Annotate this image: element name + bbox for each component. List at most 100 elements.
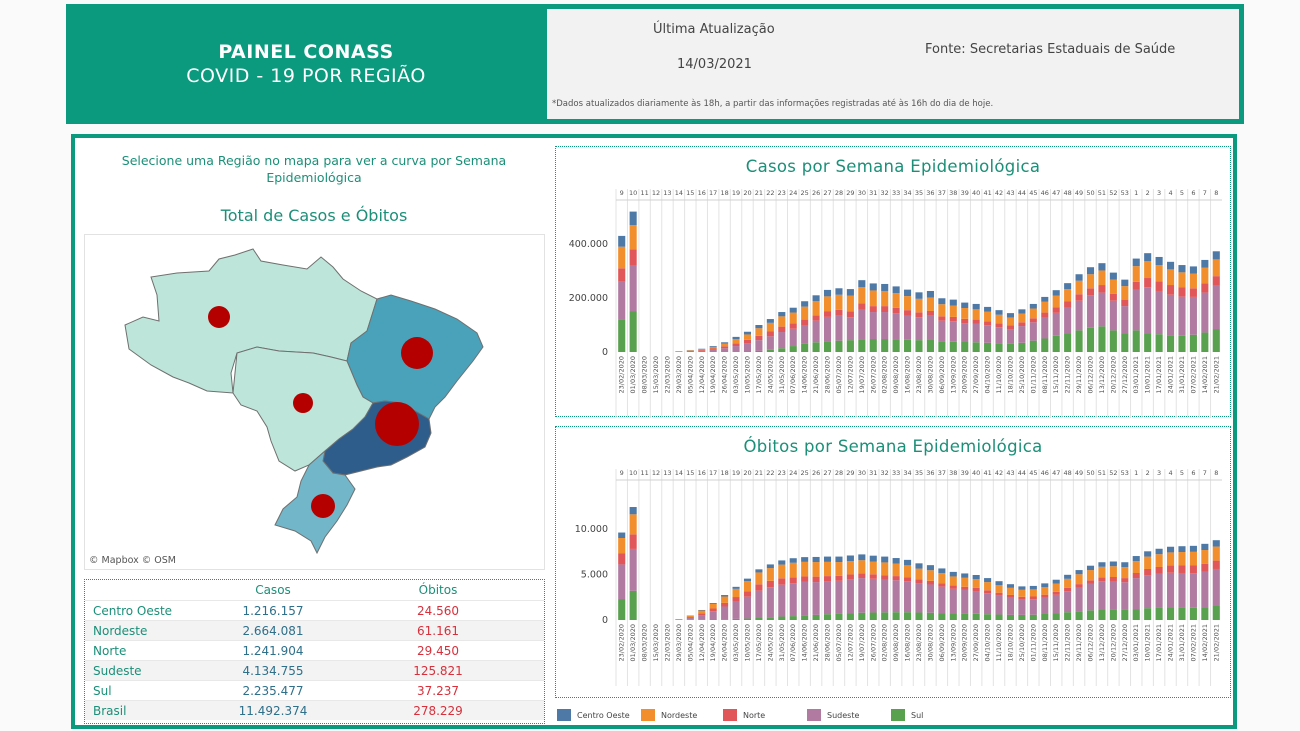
- bar-segment[interactable]: [1178, 552, 1186, 566]
- bar-segment[interactable]: [984, 321, 992, 326]
- bar-segment[interactable]: [938, 586, 946, 614]
- bar-segment[interactable]: [1189, 296, 1197, 335]
- bar-segment[interactable]: [1086, 610, 1095, 620]
- bar-segment[interactable]: [618, 281, 626, 320]
- bar-segment[interactable]: [778, 564, 786, 579]
- bar-segment[interactable]: [618, 538, 626, 554]
- bar-segment[interactable]: [846, 317, 854, 341]
- bar-segment[interactable]: [743, 339, 752, 344]
- bar-segment[interactable]: [846, 574, 854, 580]
- bar-segment[interactable]: [1086, 295, 1095, 328]
- bar-segment[interactable]: [904, 559, 912, 566]
- bar-segment[interactable]: [858, 612, 866, 620]
- bar-segment[interactable]: [801, 576, 809, 582]
- bar-segment[interactable]: [972, 587, 980, 592]
- bar-segment[interactable]: [1132, 258, 1140, 267]
- bar-segment[interactable]: [1155, 290, 1163, 335]
- bar-segment[interactable]: [1109, 300, 1117, 331]
- map-region-norte[interactable]: [124, 248, 378, 394]
- bar-segment[interactable]: [1121, 299, 1129, 307]
- bar-segment[interactable]: [1144, 608, 1152, 620]
- bar-segment[interactable]: [1098, 581, 1106, 610]
- bar-segment[interactable]: [1189, 288, 1197, 297]
- bar-segment[interactable]: [858, 309, 866, 340]
- bar-segment[interactable]: [709, 348, 717, 350]
- bar-segment[interactable]: [743, 331, 752, 335]
- bar-segment[interactable]: [812, 295, 820, 302]
- bar-segment[interactable]: [721, 595, 729, 597]
- bar-segment[interactable]: [789, 583, 797, 617]
- bar-segment[interactable]: [961, 302, 969, 308]
- bar-segment[interactable]: [732, 339, 740, 344]
- bar-segment[interactable]: [869, 578, 877, 613]
- bar-segment[interactable]: [915, 292, 923, 299]
- bar-segment[interactable]: [846, 295, 854, 312]
- bar-segment[interactable]: [823, 296, 832, 312]
- bar-segment[interactable]: [869, 290, 877, 307]
- bar-segment[interactable]: [766, 587, 774, 618]
- bar-segment[interactable]: [892, 576, 900, 581]
- bar-segment[interactable]: [972, 309, 980, 320]
- bar-segment[interactable]: [1006, 614, 1015, 620]
- bar-segment[interactable]: [789, 346, 797, 352]
- bar-segment[interactable]: [835, 613, 843, 620]
- bar-segment[interactable]: [1178, 572, 1186, 608]
- bar-segment[interactable]: [789, 328, 797, 347]
- bar-segment[interactable]: [892, 307, 900, 314]
- bar-segment[interactable]: [721, 602, 729, 607]
- bar-segment[interactable]: [846, 289, 854, 296]
- bar-segment[interactable]: [1041, 317, 1049, 339]
- bar-segment[interactable]: [629, 548, 637, 591]
- bar-segment[interactable]: [1052, 594, 1060, 614]
- bar-segment[interactable]: [801, 581, 809, 616]
- bar-segment[interactable]: [1132, 281, 1140, 290]
- bar-segment[interactable]: [1132, 330, 1140, 352]
- bar-segment[interactable]: [1029, 614, 1037, 620]
- bar-segment[interactable]: [892, 563, 900, 577]
- bar-segment[interactable]: [778, 616, 786, 620]
- bar-segment[interactable]: [629, 225, 637, 250]
- bar-segment[interactable]: [812, 576, 820, 583]
- bar-segment[interactable]: [709, 619, 717, 620]
- bar-segment[interactable]: [789, 312, 797, 324]
- bar-segment[interactable]: [1098, 270, 1106, 286]
- table-row[interactable]: Norte 1.241.904 29.450: [85, 640, 544, 660]
- bar-segment[interactable]: [778, 332, 786, 349]
- bar-segment[interactable]: [858, 280, 866, 288]
- bar-segment[interactable]: [926, 297, 934, 311]
- bar-segment[interactable]: [1018, 589, 1026, 597]
- bar-segment[interactable]: [926, 310, 934, 316]
- bar-segment[interactable]: [1121, 279, 1129, 287]
- bar-segment[interactable]: [846, 311, 854, 318]
- bar-segment[interactable]: [698, 613, 706, 616]
- bar-segment[interactable]: [629, 590, 637, 620]
- bar-segment[interactable]: [1201, 550, 1209, 564]
- bar-segment[interactable]: [743, 343, 752, 352]
- bar-segment[interactable]: [1178, 296, 1186, 336]
- bar-segment[interactable]: [835, 575, 843, 581]
- bar-segment[interactable]: [1064, 574, 1072, 579]
- bar-segment[interactable]: [835, 580, 843, 614]
- bar-segment[interactable]: [1167, 294, 1175, 336]
- bar-segment[interactable]: [801, 343, 809, 352]
- bar-segment[interactable]: [1144, 568, 1152, 576]
- bar-segment[interactable]: [1086, 565, 1095, 571]
- bar-segment[interactable]: [995, 327, 1003, 344]
- bar-segment[interactable]: [972, 303, 980, 310]
- bar-segment[interactable]: [766, 617, 774, 620]
- bar-segment[interactable]: [721, 346, 729, 349]
- bar-segment[interactable]: [801, 301, 809, 307]
- bar-segment[interactable]: [926, 290, 934, 298]
- bar-segment[interactable]: [812, 556, 820, 563]
- bar-segment[interactable]: [721, 343, 729, 347]
- bar-segment[interactable]: [869, 574, 877, 579]
- bar-segment[interactable]: [904, 612, 912, 620]
- bar-segment[interactable]: [1167, 261, 1175, 270]
- bar-segment[interactable]: [995, 323, 1003, 328]
- bar-segment[interactable]: [686, 617, 694, 620]
- bar-segment[interactable]: [961, 318, 969, 324]
- bar-segment[interactable]: [881, 283, 889, 291]
- bar-segment[interactable]: [698, 348, 706, 350]
- bar-segment[interactable]: [995, 310, 1003, 315]
- brazil-region-map[interactable]: © Mapbox © OSM: [84, 234, 545, 570]
